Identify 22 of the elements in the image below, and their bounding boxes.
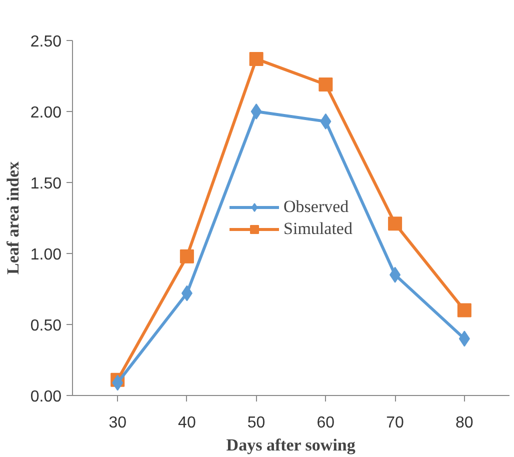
point <box>180 249 194 264</box>
x-tick-label: 70 <box>386 414 404 432</box>
y-axis-title: Leaf area index <box>3 160 22 275</box>
legend-label: Observed <box>284 196 349 216</box>
point <box>249 52 264 66</box>
x-tick-label: 40 <box>178 414 196 432</box>
y-tick-label: 0.50 <box>30 318 62 334</box>
y-tick-label: 2.50 <box>30 34 62 50</box>
y-tick-label: 1.50 <box>30 176 62 192</box>
x-tick-label: 60 <box>316 414 335 432</box>
x-tick-label: 80 <box>456 414 474 432</box>
point <box>388 216 402 231</box>
y-tick-label: 2.00 <box>30 104 62 122</box>
x-tick-label: 50 <box>247 414 266 432</box>
legend-label: Simulated <box>284 218 352 238</box>
point <box>318 78 333 92</box>
point <box>250 104 262 120</box>
x-axis-title: Days after sowing <box>226 436 356 454</box>
y-tick-label: 0.00 <box>30 388 62 406</box>
point <box>457 303 472 318</box>
x-tick-label: 30 <box>108 414 127 432</box>
y-tick-label: 1.00 <box>30 246 62 264</box>
